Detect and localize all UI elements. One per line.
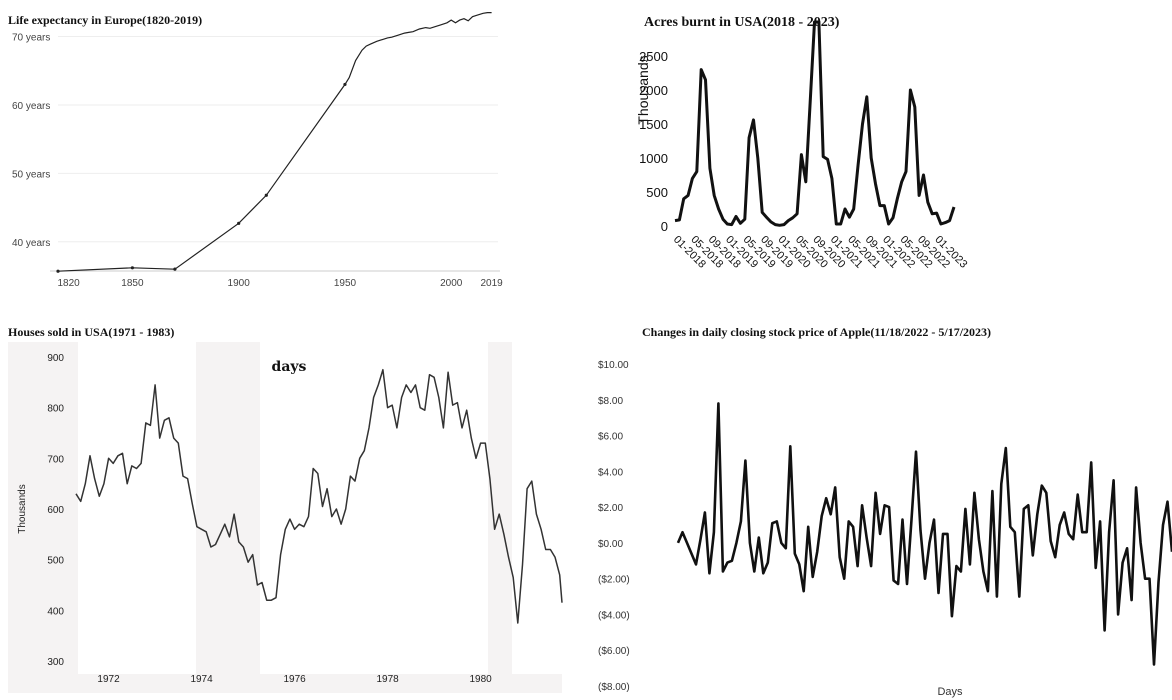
- y-tick-label: 800: [47, 404, 64, 415]
- y-tick-label: 70 years: [12, 33, 50, 44]
- data-point: [56, 269, 60, 273]
- y-tick-label: ($6.00): [598, 646, 630, 657]
- data-point: [237, 221, 241, 225]
- x-tick-label: 1972: [97, 674, 120, 685]
- x-tick-label: 1820: [58, 278, 81, 289]
- chart-panel-life-expectancy: Life expectancy in Europe(1820-2019) 40 …: [0, 0, 580, 300]
- y-tick-label: $10.00: [598, 360, 629, 371]
- chart-title: Acres burnt in USA(2018 - 2023): [644, 15, 840, 30]
- y-tick-label: 2000: [639, 83, 668, 98]
- y-tick-label: $6.00: [598, 432, 623, 443]
- data-point: [343, 82, 347, 87]
- y-tick-label: $8.00: [598, 396, 623, 407]
- y-tick-label: 2500: [639, 49, 668, 64]
- y-tick-label: 300: [47, 657, 64, 668]
- y-tick-label: 1000: [639, 151, 668, 166]
- y-tick-label: 40 years: [12, 238, 50, 249]
- y-tick-label: 50 years: [12, 169, 50, 180]
- chart-title: Houses sold in USA(1971 - 1983): [8, 325, 175, 339]
- y-tick-label: 500: [646, 185, 668, 200]
- chart-plot: 05001000150020002500Thousands01-201805-2…: [635, 20, 969, 271]
- chart-panel-apple-price: Changes in daily closing stock price of …: [590, 318, 1172, 700]
- x-tick-label: 1950: [334, 278, 357, 289]
- y-tick-label: 60 years: [12, 101, 50, 112]
- x-tick-label: 1974: [190, 674, 213, 685]
- y-tick-label: 0: [661, 219, 668, 234]
- data-point: [173, 267, 177, 271]
- chart-title: Changes in daily closing stock price of …: [642, 325, 992, 339]
- y-tick-label: $2.00: [598, 503, 623, 514]
- chart-plot: 300 400 500 600 700 800 900 Thousands 1972 1974 19…: [8, 342, 563, 693]
- series-line: [674, 20, 956, 227]
- chart-title: Life expectancy in Europe(1820-2019): [8, 13, 203, 27]
- y-tick-label: $4.00: [598, 467, 623, 478]
- series-line: [57, 12, 492, 272]
- y-tick-label: ($8.00): [598, 682, 630, 693]
- y-tick-label: 1500: [639, 117, 668, 132]
- x-axis-label: Days: [937, 686, 963, 698]
- expansion-band: [78, 342, 196, 674]
- y-axis-label: Thousands: [635, 55, 651, 124]
- chart-panel-acres-burnt: 0 500 1000 1500 2000 2500 Thousands 01-2018 05-2…: [590, 0, 1172, 300]
- x-tick-label: 2019: [480, 278, 503, 289]
- chart-plot: $10.00 $8.00 $6.00 $4.00 $2.00 $0.00 ($2.00) ($…: [598, 360, 1172, 698]
- x-axis-label: days: [272, 359, 307, 375]
- x-tick-label: 1850: [121, 278, 144, 289]
- x-tick-label: 2000: [440, 278, 463, 289]
- data-point: [264, 193, 268, 197]
- y-tick-label: 400: [47, 606, 64, 617]
- y-tick-label: 600: [47, 505, 64, 516]
- x-tick-label: 1978: [376, 674, 399, 685]
- series-line: [75, 368, 563, 624]
- x-tick-label: 1900: [228, 278, 251, 289]
- x-tick-label: 1976: [283, 674, 306, 685]
- expansion-band: [512, 342, 562, 674]
- y-tick-label: 700: [47, 454, 64, 465]
- series-line: [676, 402, 1172, 666]
- data-point: [130, 266, 134, 270]
- x-tick-label: 1980: [469, 674, 492, 685]
- y-tick-label: ($4.00): [598, 610, 630, 621]
- y-axis-label: Thousands: [17, 484, 28, 533]
- expansion-band: [260, 342, 488, 674]
- chart-plot: 40 years 50 years 60 years 70 years 1820 1850…: [12, 12, 503, 289]
- y-tick-label: 900: [47, 353, 64, 364]
- chart-panel-houses-sold: Houses sold in USA(1971 - 1983) 300 400 50…: [0, 318, 580, 700]
- y-tick-label: ($2.00): [598, 575, 630, 586]
- y-tick-label: 500: [47, 556, 64, 567]
- y-tick-label: $0.00: [598, 539, 623, 550]
